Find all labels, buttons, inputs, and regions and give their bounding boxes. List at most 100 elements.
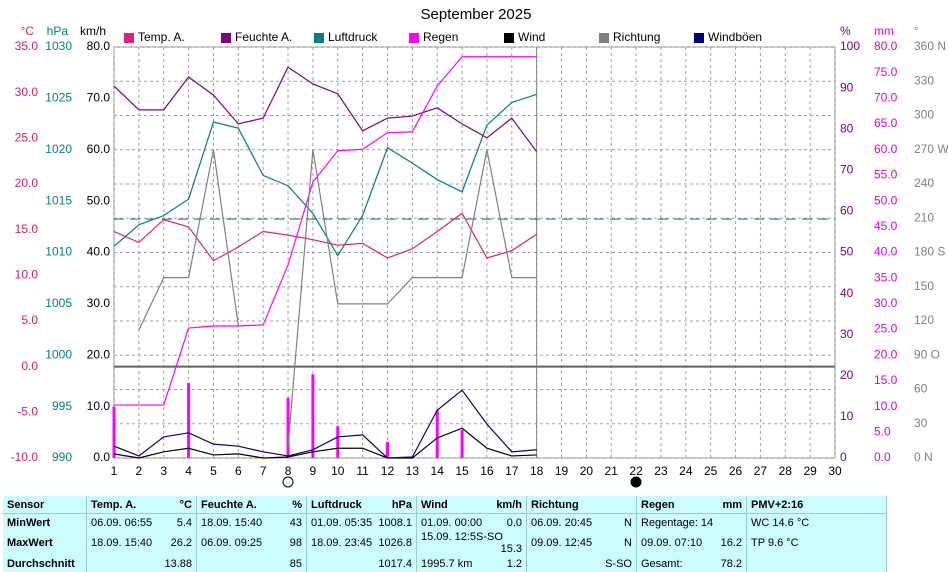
cell-text: Temp. A. [91, 498, 137, 511]
y-tick-label: 25.0 [15, 131, 39, 145]
x-tick-label: 22 [629, 464, 643, 478]
new-moon [630, 476, 642, 488]
cell-text: 0.0 [506, 516, 522, 529]
cell-text: PMV+2:16 [751, 498, 804, 511]
y-tick-label: 5.0 [874, 424, 891, 438]
y-tick-label: 30 [914, 416, 928, 430]
x-tick-label: 15 [455, 464, 469, 478]
table-cell: Regen mm [636, 496, 747, 514]
table-cell: Gesamt: 78.2 [636, 555, 747, 572]
table-cell: 06.09. 09:25 98 [196, 531, 307, 555]
table-cell: Wind km/h [416, 496, 527, 514]
y-tick-label: 10.0 [15, 268, 39, 282]
x-tick-label: 27 [754, 464, 768, 478]
axis-unit: ° [914, 24, 919, 38]
legend-swatch [409, 33, 419, 43]
legend-label: Windböen [708, 30, 762, 44]
legend-label: Luftdruck [328, 30, 378, 44]
table-cell: MinWert [2, 513, 87, 531]
axis-unit: °C [21, 24, 35, 38]
legend-label: Wind [518, 30, 545, 44]
x-tick-label: 17 [505, 464, 519, 478]
y-tick-label: 90 O [914, 347, 940, 361]
y-tick-label: 20 [840, 368, 854, 382]
series-line [113, 93, 537, 257]
y-tick-label: 30.0 [87, 296, 111, 310]
cell-text: 1995.7 km [421, 557, 473, 570]
cell-text: 5.4 [176, 516, 192, 529]
y-tick-label: 270 W [914, 142, 948, 156]
y-tick-label: 55.0 [874, 168, 898, 182]
cell-text: 09.09. 07:10 [641, 537, 703, 549]
table-cell: 13.88 [86, 555, 197, 572]
rain-bar [286, 397, 290, 458]
table-cell: PMV+2:16 [746, 496, 887, 514]
legend-swatch [221, 33, 231, 43]
x-tick-label: 24 [679, 464, 693, 478]
table-cell: Sensor [2, 496, 87, 514]
cell-text: km/h [496, 498, 522, 511]
y-tick-label: 60.0 [87, 142, 111, 156]
stats-table: Sensor Temp. A. °C Feuchte A.% Luftdruck hPa W… [2, 496, 887, 572]
table-cell: 15.09. 12:5S-SO 15.3 [416, 531, 527, 555]
chart-title: September 2025 [421, 6, 532, 23]
x-tick-label: 8 [285, 464, 292, 478]
x-tick-label: 21 [605, 464, 619, 478]
cell-text: 1026.8 [378, 537, 412, 549]
y-tick-label: 80 [840, 121, 854, 135]
y-tick-label: 80.0 [87, 39, 111, 53]
cell-text: Gesamt: [641, 557, 683, 570]
table-cell: 1995.7 km 1.2 [416, 555, 527, 572]
x-tick-label: 25 [704, 464, 718, 478]
x-tick-label: 28 [779, 464, 793, 478]
series-line [113, 427, 537, 459]
x-tick-label: 7 [260, 464, 267, 478]
x-tick-label: 29 [803, 464, 817, 478]
x-tick-label: 30 [828, 464, 842, 478]
y-tick-label: 0.0 [93, 450, 110, 464]
x-tick-label: 9 [310, 464, 317, 478]
table-cell: 09.09. 12:45 N [526, 531, 637, 555]
x-tick-label: 4 [185, 464, 192, 478]
table-cell: Richtung [526, 496, 637, 514]
series-line [114, 56, 537, 406]
x-tick-label: 5 [210, 464, 217, 478]
x-tick-label: 18 [530, 464, 544, 478]
x-tick-label: 1 [111, 464, 118, 478]
cell-text: Luftdruck [311, 498, 362, 511]
table-cell: S-SO [526, 555, 637, 572]
table-cell: Durchschnitt [2, 555, 87, 572]
y-tick-label: 70.0 [87, 91, 111, 105]
table-cell: Regentage: 14 [636, 513, 747, 531]
cell-text: S-SO [605, 557, 632, 570]
series-line [113, 389, 537, 459]
axis-unit: % [840, 24, 851, 38]
axis-unit: km/h [80, 24, 106, 38]
x-tick-label: 20 [580, 464, 594, 478]
y-tick-label: 360 N [914, 39, 946, 53]
y-tick-label: 1020 [45, 142, 72, 156]
x-tick-label: 19 [555, 464, 569, 478]
y-tick-label: 40.0 [874, 245, 898, 259]
y-tick-label: 15.0 [874, 373, 898, 387]
cell-text: 78.2 [720, 557, 742, 570]
cell-text: 1008.1 [378, 516, 412, 529]
y-tick-label: 80.0 [874, 39, 898, 53]
y-tick-label: 70 [840, 162, 854, 176]
y-tick-label: 40 [840, 286, 854, 300]
y-tick-label: 35.0 [874, 270, 898, 284]
x-tick-label: 12 [381, 464, 395, 478]
y-tick-label: 1025 [45, 91, 72, 105]
x-tick-label: 11 [356, 464, 369, 478]
y-tick-label: 10.0 [874, 399, 898, 413]
y-tick-label: 120 [914, 313, 934, 327]
y-tick-label: -10.0 [11, 450, 39, 464]
x-tick-label: 6 [235, 464, 242, 478]
chart: September 2025 °C35.030.025.020.015.010.… [11, 6, 948, 488]
y-tick-label: 240 [914, 176, 934, 190]
y-tick-label: 1010 [45, 245, 72, 259]
cell-text: 18.09. 15:40 [201, 516, 263, 529]
x-tick-label: 2 [136, 464, 143, 478]
y-tick-label: 330 [914, 73, 934, 87]
